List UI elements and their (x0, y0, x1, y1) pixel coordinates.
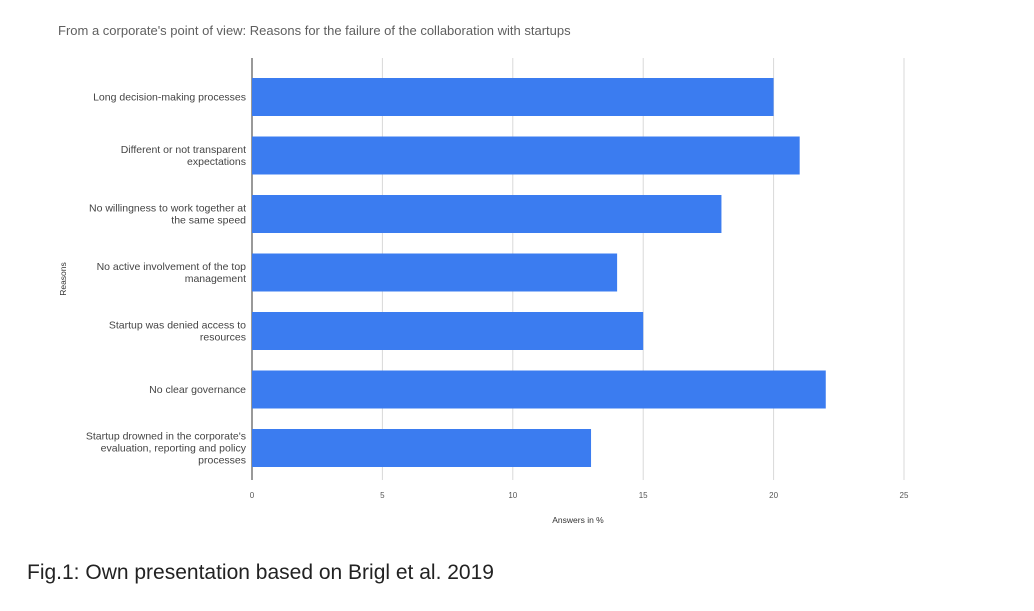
category-label-line: resources (200, 332, 246, 344)
x-tick-label: 0 (250, 491, 255, 500)
bar (252, 136, 800, 175)
category-label-line: Long decision-making processes (93, 92, 246, 104)
x-tick-label: 5 (380, 491, 385, 500)
bar (252, 429, 592, 467)
category-label: No active involvement of the top manageme… (97, 261, 247, 285)
category-labels: Long decision-making processes Different … (86, 92, 247, 467)
bar (252, 370, 826, 409)
category-label-line: Different or not transparent (121, 144, 246, 156)
category-label-line: the same speed (171, 215, 246, 227)
figure-caption: Fig.1: Own presentation based on Brigl e… (27, 561, 494, 584)
x-tick-label: 20 (769, 491, 778, 500)
bar (252, 253, 618, 292)
x-axis-ticks: 0 5 10 15 20 25 (250, 491, 909, 500)
x-tick-label: 25 (900, 491, 909, 500)
bar (252, 312, 644, 350)
x-axis-title: Answers in % (552, 515, 604, 525)
category-label-line: expectations (187, 156, 246, 168)
category-label: Different or not transparent expectations (121, 144, 246, 168)
category-label-line: Startup was denied access to (109, 320, 246, 332)
x-tick-label: 10 (508, 491, 517, 500)
category-label-line: No active involvement of the top (97, 261, 247, 273)
category-label: Startup drowned in the corporate's evalua… (86, 431, 247, 467)
bar (252, 195, 722, 233)
x-tick-label: 15 (639, 491, 648, 500)
category-label-line: management (185, 273, 246, 285)
bar (252, 78, 774, 116)
category-label: No willingness to work together at the sa… (89, 203, 246, 227)
category-label-line: No willingness to work together at (89, 203, 246, 215)
category-label-line: No clear governance (149, 384, 246, 396)
category-label: No clear governance (149, 384, 246, 396)
category-label: Startup was denied access to resources (109, 320, 246, 344)
category-label-line: Startup drowned in the corporate's (86, 431, 246, 443)
y-axis-title: Reasons (58, 262, 68, 296)
category-label: Long decision-making processes (93, 92, 246, 104)
chart-title: From a corporate's point of view: Reason… (58, 23, 571, 38)
category-label-line: evaluation, reporting and policy (101, 443, 247, 455)
bars (252, 78, 826, 467)
category-label-line: processes (198, 455, 246, 467)
